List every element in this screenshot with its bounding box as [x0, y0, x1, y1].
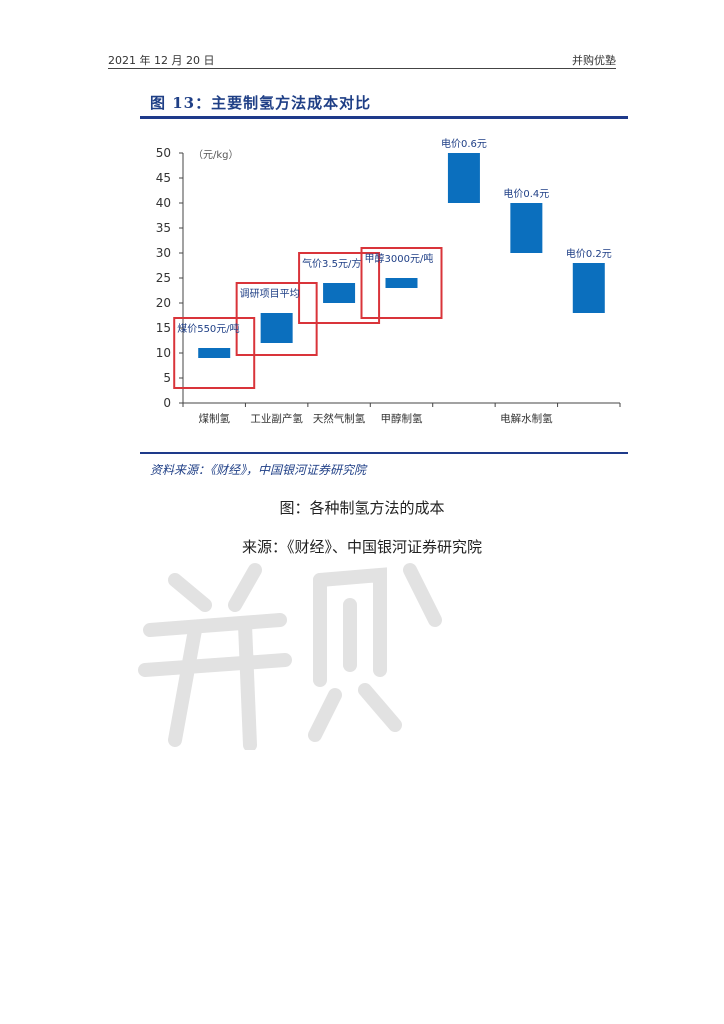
cost-range-bar — [572, 263, 605, 313]
y-tick-label: 45 — [156, 171, 171, 185]
cost-range-bar — [510, 203, 543, 253]
chart-highlight-boxes — [173, 247, 443, 389]
y-tick-label: 25 — [156, 271, 171, 285]
caption-title: 图：各种制氢方法的成本 — [279, 499, 445, 517]
bar-annotation: 甲醇3000元/吨 — [365, 252, 434, 265]
bar-annotation: 调研项目平均 — [240, 288, 300, 300]
y-tick-label: 10 — [156, 346, 171, 360]
figure-bottom-rule — [140, 452, 628, 454]
y-tick-label: 30 — [156, 246, 171, 260]
chart-axes: 0 5 10 15 20 25 30 35 40 45 50 （元/kg） 煤制氢 工业副产氢 天然气制氢 甲… — [156, 146, 621, 425]
y-tick-label: 15 — [156, 321, 171, 335]
cost-range-bar — [447, 153, 480, 203]
watermark-logo — [138, 563, 442, 750]
y-tick-label: 50 — [156, 146, 171, 160]
y-tick-label: 5 — [163, 371, 171, 385]
bar-annotation: 电价0.4元 — [503, 187, 549, 200]
header-divider — [108, 68, 616, 69]
cost-range-bar — [385, 278, 418, 288]
highlight-box — [360, 247, 443, 319]
highlight-box — [173, 317, 256, 389]
highlight-box — [235, 282, 318, 356]
x-category-label: 甲醇制氢 — [381, 412, 423, 425]
bar-annotation: 气价3.5元/方 — [302, 257, 361, 270]
y-tick-label: 35 — [156, 221, 171, 235]
chart-bars — [198, 153, 605, 358]
x-category-label: 煤制氢 — [198, 412, 230, 425]
bar-annotation: 电价0.6元 — [441, 137, 487, 150]
cost-range-bar — [198, 348, 231, 358]
figure-title: 图 13：主要制氢方法成本对比 — [150, 94, 372, 112]
cost-range-bar — [323, 283, 356, 303]
report-date: 2021 年 12 月 20 日 — [108, 54, 215, 67]
y-tick-label: 0 — [163, 396, 171, 410]
brand-name: 并购优塾 — [572, 54, 616, 67]
y-axis-label: （元/kg） — [193, 149, 239, 161]
bar-annotation: 电价0.2元 — [566, 247, 612, 260]
chart-labels: 煤价550元/吨 调研项目平均 气价3.5元/方 甲醇3000元/吨 电价0.6元电价0… — [177, 137, 612, 335]
highlight-box — [298, 252, 381, 324]
bar-annotation: 煤价550元/吨 — [177, 322, 239, 335]
x-category-label: 天然气制氢 — [313, 412, 366, 425]
caption-source: 来源：《财经》、中国银河证券研究院 — [241, 538, 482, 556]
y-tick-label: 20 — [156, 296, 171, 310]
x-category-label: 电解水制氢 — [500, 412, 553, 425]
page-header: 2021 年 12 月 20 日 并购优塾 — [108, 52, 616, 68]
x-category-label: 工业副产氢 — [250, 412, 303, 425]
y-tick-label: 40 — [156, 196, 171, 210]
figure-source: 资料来源：《财经》，中国银河证券研究院 — [150, 463, 367, 477]
hydrogen-cost-chart: 0 5 10 15 20 25 30 35 40 45 50 （元/kg） 煤制氢 工业副产氢 天然气制氢 甲… — [156, 137, 621, 425]
figure-top-rule — [140, 116, 628, 119]
cost-range-bar — [260, 313, 293, 343]
